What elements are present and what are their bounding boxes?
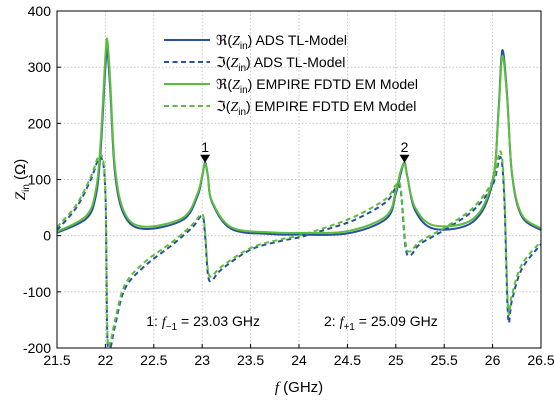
x-tick-label: 25.5: [431, 352, 458, 368]
series-line-re-empire: [57, 37, 541, 235]
annotation-prefix: 1:: [146, 313, 162, 329]
legend-label: ℜ(Zin) ADS TL-Model: [216, 32, 347, 52]
legend-model-name: EMPIRE FDTD EM Model: [252, 76, 418, 92]
annotation-sub: +1: [343, 322, 355, 333]
legend-part-symbol: ℜ: [216, 76, 228, 92]
legend-part-symbol: ℑ: [216, 54, 226, 70]
legend-part-symbol: ℑ: [216, 98, 226, 114]
series-line-im-ads: [57, 155, 541, 348]
x-tick-label: 22: [98, 352, 114, 368]
legend-label: ℑ(Zin) ADS TL-Model: [216, 54, 345, 74]
x-tick-label: 23.5: [237, 352, 264, 368]
annotation-suffix: = 23.03 GHz: [177, 313, 260, 329]
y-tick-label: 300: [28, 59, 52, 75]
marker-label: 2: [401, 139, 409, 155]
x-tick-label: 22.5: [140, 352, 167, 368]
x-tick-label: 23: [194, 352, 210, 368]
annotations: 1: f−1 = 23.03 GHz 2: f+1 = 25.09 GHz: [146, 313, 438, 333]
y-tick-label: 0: [43, 228, 51, 244]
legend-model-name: ADS TL-Model: [252, 32, 347, 48]
axis-labels: f (GHz) Zin (Ω): [12, 159, 323, 396]
series-line-im-empire: [57, 150, 541, 348]
annotation-var: f: [162, 315, 168, 330]
legend-label: ℑ(Zin) EMPIRE FDTD EM Model: [216, 98, 416, 118]
annotation-sub: −1: [166, 322, 178, 333]
legend-label: ℜ(Zin) EMPIRE FDTD EM Model: [216, 76, 418, 96]
axis-ticks: 21.5 22 22.5 23 23.5 24 24.5 25 25.5 26 26.5 -200 -1…: [23, 3, 555, 368]
marker-triangle: [399, 154, 410, 163]
y-tick-label: 400: [28, 3, 52, 19]
y-tick-label: -100: [23, 284, 51, 300]
x-tick-label: 25: [388, 352, 404, 368]
x-tick-label: 24.5: [334, 352, 361, 368]
x-axis-label: f (GHz): [275, 379, 323, 396]
y-tick-label: 200: [28, 115, 52, 131]
annotation-prefix: 2:: [324, 313, 340, 329]
legend-model-name: EMPIRE FDTD EM Model: [251, 98, 417, 114]
legend-model-name: ADS TL-Model: [251, 54, 346, 70]
y-tick-label: 100: [28, 172, 52, 188]
x-tick-label: 24: [291, 352, 307, 368]
x-tick-label: 21.5: [43, 352, 70, 368]
marker-label: 1: [201, 139, 209, 155]
series-group: [57, 37, 541, 348]
marker-triangle: [200, 154, 211, 163]
x-tick-label: 26.5: [527, 352, 554, 368]
y-tick-label: -200: [23, 340, 51, 356]
annotation-suffix: = 25.09 GHz: [355, 313, 438, 329]
legend-part-symbol: ℜ: [216, 32, 228, 48]
x-tick-label: 26: [485, 352, 501, 368]
resonance-annotation: 2: f+1 = 25.09 GHz: [324, 313, 438, 333]
resonance-annotation: 1: f−1 = 23.03 GHz: [146, 313, 260, 333]
y-axis-label: Zin (Ω): [12, 159, 32, 201]
annotation-var: f: [340, 315, 346, 330]
